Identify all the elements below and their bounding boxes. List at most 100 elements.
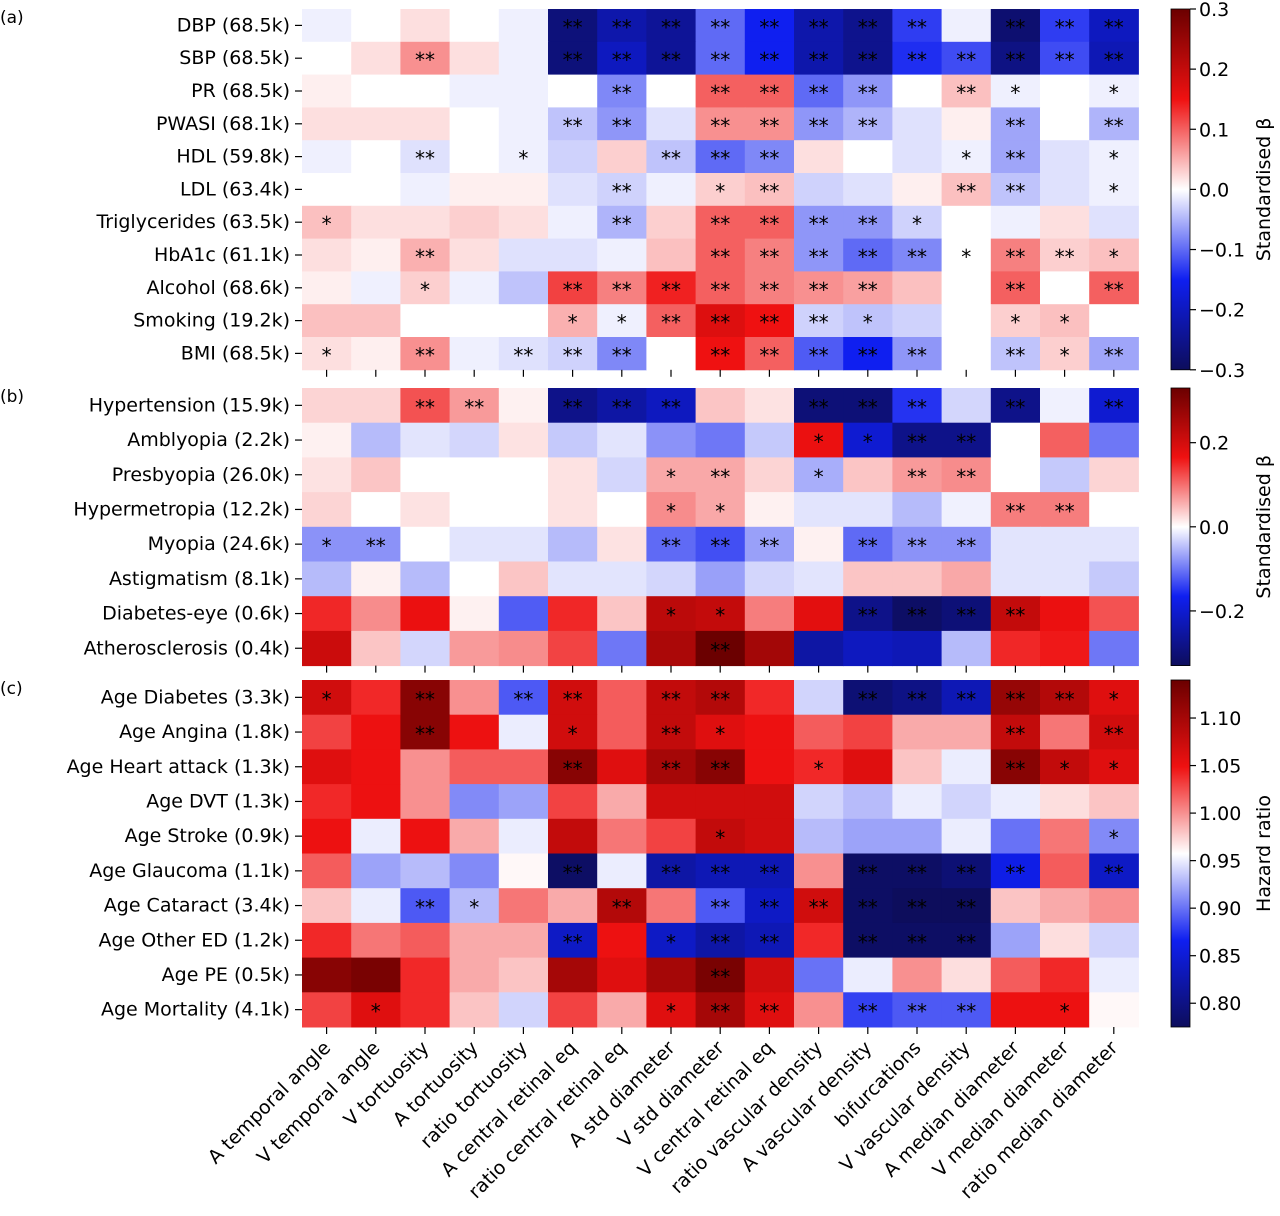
heatmap-cell — [597, 173, 647, 207]
heatmap-cell — [449, 9, 500, 43]
heatmap-cell — [449, 680, 500, 716]
heatmap-cell — [794, 205, 844, 240]
significance-marker: ** — [710, 245, 730, 269]
colorbar-tick-label: −0.2 — [1199, 300, 1245, 322]
significance-marker: ** — [858, 534, 878, 558]
heatmap-cell — [449, 492, 500, 528]
heatmap-cell — [695, 388, 746, 424]
heatmap-cell — [548, 238, 598, 272]
significance-marker: ** — [1005, 722, 1025, 746]
heatmap-cell — [351, 784, 401, 820]
heatmap-cell — [498, 561, 549, 597]
colorbar — [1170, 679, 1191, 1028]
heatmap-cell — [744, 388, 795, 424]
heatmap-cell — [695, 888, 746, 924]
heatmap-cell — [892, 922, 943, 959]
heatmap-cell — [1040, 680, 1090, 716]
heatmap-cell — [597, 630, 647, 667]
heatmap-cell — [449, 304, 500, 338]
significance-marker: * — [1109, 179, 1119, 203]
colorbar-tick-label: 0.2 — [1199, 433, 1229, 455]
heatmap-cell — [1089, 818, 1139, 854]
heatmap-cell — [1040, 388, 1090, 424]
significance-marker: ** — [1005, 147, 1025, 171]
heatmap-cell — [794, 922, 844, 959]
heatmap-cell — [744, 853, 795, 889]
heatmap-cell — [351, 888, 401, 924]
significance-marker: ** — [858, 81, 878, 105]
heatmap-cell — [794, 304, 844, 338]
heatmap-cell — [548, 41, 598, 76]
row-label-triglycerides-63-5k: Triglycerides (63.5k) — [95, 211, 290, 233]
significance-marker: * — [1109, 245, 1119, 269]
significance-marker: ** — [809, 311, 829, 335]
heatmap-cell — [302, 630, 352, 667]
heatmap-cell — [794, 41, 844, 76]
heatmap-cell — [351, 422, 401, 458]
heatmap-cell — [302, 41, 352, 76]
significance-marker: ** — [858, 861, 878, 885]
heatmap-cell — [498, 714, 549, 750]
heatmap-cell — [548, 337, 598, 371]
row-label-bmi-68-5k: BMI (68.5k) — [181, 342, 290, 364]
significance-marker: * — [715, 604, 725, 628]
heatmap-cell — [843, 337, 893, 371]
significance-marker: ** — [612, 896, 632, 920]
heatmap-cell — [990, 74, 1041, 108]
heatmap-cell — [744, 205, 795, 240]
heatmap-cell — [1040, 888, 1090, 924]
significance-marker: ** — [710, 114, 730, 138]
heatmap-cell — [646, 173, 697, 207]
row-label-hba1c-61-1k: HbA1c (61.1k) — [154, 244, 290, 266]
heatmap-cell — [498, 271, 549, 305]
heatmap-cell — [695, 526, 746, 562]
significance-marker: ** — [1005, 245, 1025, 269]
significance-marker: ** — [1104, 343, 1124, 367]
heatmap-cell — [302, 74, 352, 108]
heatmap-cell — [646, 957, 697, 993]
significance-marker: ** — [809, 114, 829, 138]
heatmap-cell — [794, 422, 844, 458]
heatmap-cell — [597, 304, 647, 338]
heatmap-cell — [400, 74, 451, 108]
heatmap-cell — [1040, 561, 1090, 597]
heatmap-cell — [400, 922, 451, 959]
significance-marker: ** — [956, 534, 976, 558]
heatmap-cell — [695, 337, 746, 371]
heatmap-cell — [1089, 853, 1139, 889]
heatmap-cell — [1040, 630, 1090, 667]
significance-marker: ** — [956, 48, 976, 72]
heatmap-cell — [302, 107, 352, 141]
heatmap-cell — [744, 271, 795, 305]
significance-marker: ** — [415, 245, 435, 269]
heatmap-cell — [695, 140, 746, 174]
heatmap-cell — [892, 41, 943, 76]
heatmap-cell — [449, 784, 500, 820]
significance-marker: ** — [759, 896, 779, 920]
significance-marker: ** — [759, 245, 779, 269]
heatmap-cell — [302, 561, 352, 597]
significance-marker: * — [666, 1000, 676, 1024]
heatmap-cell — [794, 957, 844, 993]
row-label-sbp-68-5k: SBP (68.5k) — [179, 47, 290, 69]
heatmap-cell — [892, 107, 943, 141]
heatmap-cell — [548, 74, 598, 108]
heatmap-cell — [351, 74, 401, 108]
significance-marker: ** — [1005, 395, 1025, 419]
significance-marker: ** — [809, 896, 829, 920]
heatmap-cell — [351, 41, 401, 76]
heatmap-cell — [1089, 337, 1139, 371]
significance-marker: ** — [1005, 861, 1025, 885]
significance-marker: ** — [956, 861, 976, 885]
heatmap-cell — [695, 173, 746, 207]
heatmap-cell — [744, 561, 795, 597]
significance-marker: * — [715, 179, 725, 203]
heatmap-cell — [646, 888, 697, 924]
significance-marker: ** — [563, 687, 583, 711]
significance-marker: ** — [710, 48, 730, 72]
significance-marker: ** — [858, 15, 878, 39]
significance-marker: ** — [907, 604, 927, 628]
heatmap-cell — [941, 457, 992, 493]
significance-marker: ** — [1055, 15, 1075, 39]
heatmap-cell — [892, 74, 943, 108]
